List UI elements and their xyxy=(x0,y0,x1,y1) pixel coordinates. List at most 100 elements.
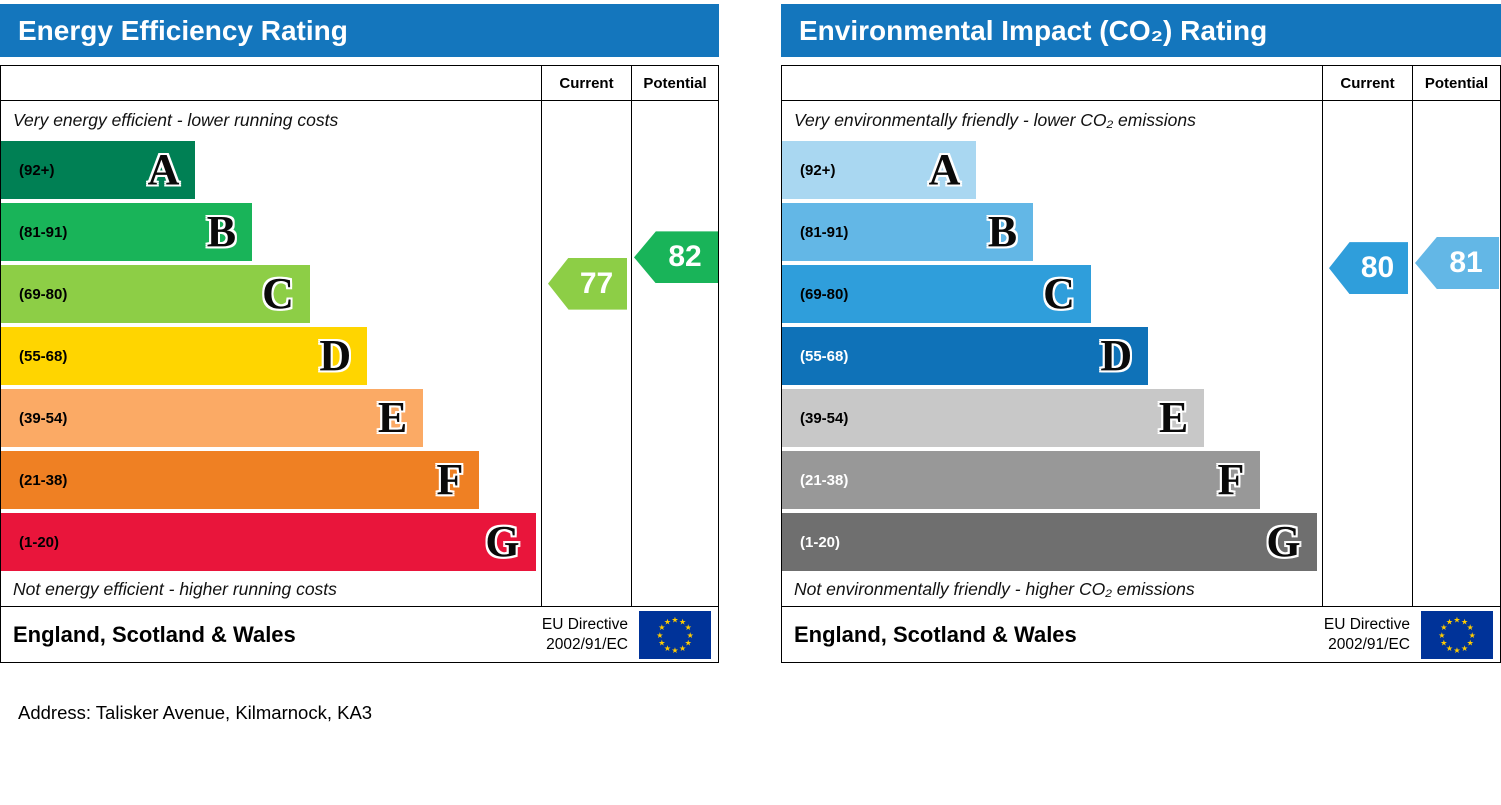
svg-text:★: ★ xyxy=(1467,623,1474,632)
bottom-note: Not energy efficient - higher running co… xyxy=(13,579,337,599)
svg-text:★: ★ xyxy=(1453,646,1460,655)
table-footer: England, Scotland & Wales EU Directive 2… xyxy=(1,606,718,662)
potential-column: 82 xyxy=(631,101,718,606)
current-rating-value: 80 xyxy=(1360,251,1395,285)
band-row-D: (55-68) D xyxy=(1,325,541,387)
rating-table: Current Potential Very energy efficient … xyxy=(0,65,719,663)
band-bar-A: (92+) A xyxy=(1,141,196,199)
band-area: Very energy efficient - lower running co… xyxy=(1,101,541,606)
band-bar-G: (1-20) G xyxy=(1,513,536,571)
band-letter: F xyxy=(1217,455,1245,504)
svg-text:★: ★ xyxy=(656,630,663,639)
chart-header: Environmental Impact (CO₂) Rating xyxy=(781,4,1501,57)
svg-text:★: ★ xyxy=(687,630,694,639)
svg-text:★: ★ xyxy=(1446,643,1453,652)
band-bar-F: (21-38) F xyxy=(782,451,1261,509)
band-range: (92+) xyxy=(800,161,836,179)
band-range: (1-20) xyxy=(19,533,60,551)
current-column-header: Current xyxy=(1322,66,1412,100)
band-letter: C xyxy=(262,269,294,318)
current-rating-arrow: 77 xyxy=(548,257,627,310)
svg-text:★: ★ xyxy=(658,623,665,632)
current-column: 77 xyxy=(541,101,631,606)
svg-text:★: ★ xyxy=(1461,617,1468,626)
environmental-impact-chart: Environmental Impact (CO₂) Rating Curren… xyxy=(781,4,1501,663)
band-bar-A: (92+) A xyxy=(782,141,977,199)
chart-header: Energy Efficiency Rating xyxy=(0,4,719,57)
band-range: (81-91) xyxy=(800,223,849,241)
band-range: (39-54) xyxy=(19,409,68,427)
band-bar-D: (55-68) D xyxy=(1,327,368,385)
svg-text:★: ★ xyxy=(1461,643,1468,652)
svg-text:★: ★ xyxy=(664,617,671,626)
band-row-F: (21-38) F xyxy=(1,449,541,511)
bands: (92+) A (81-91) B (69-80) C (55-68) D (39-54) E (2… xyxy=(1,139,541,573)
svg-text:★: ★ xyxy=(1440,623,1447,632)
band-row-C: (69-80) C xyxy=(782,263,1322,325)
band-row-F: (21-38) F xyxy=(782,449,1322,511)
svg-text:★: ★ xyxy=(1440,638,1447,647)
potential-rating-value: 81 xyxy=(1449,246,1483,279)
column-headers: Current Potential xyxy=(782,66,1500,101)
band-range: (55-68) xyxy=(19,347,68,365)
rating-scale: Very energy efficient - lower running co… xyxy=(1,101,718,606)
column-spacer xyxy=(782,66,1322,100)
region-label: England, Scotland & Wales xyxy=(13,621,296,647)
band-letter: F xyxy=(436,455,464,504)
band-letter: C xyxy=(1043,269,1075,318)
band-letter: E xyxy=(1158,393,1189,442)
band-range: (21-38) xyxy=(19,471,68,489)
region-label: England, Scotland & Wales xyxy=(794,621,1077,647)
band-range: (21-38) xyxy=(800,471,849,489)
band-letter: A xyxy=(928,145,961,194)
energy-efficiency-chart: Energy Efficiency Rating Current Potenti… xyxy=(0,4,719,663)
band-letter: B xyxy=(206,207,237,256)
rating-scale: Very environmentally friendly - lower CO… xyxy=(782,101,1500,606)
column-spacer xyxy=(1,66,541,100)
svg-text:★: ★ xyxy=(1469,630,1476,639)
svg-text:★: ★ xyxy=(658,638,665,647)
svg-text:★: ★ xyxy=(1438,630,1445,639)
chart-title: Energy Efficiency Rating xyxy=(18,14,348,46)
band-row-E: (39-54) E xyxy=(1,387,541,449)
potential-rating-arrow: 82 xyxy=(634,231,718,284)
current-column: 80 xyxy=(1322,101,1412,606)
svg-text:★: ★ xyxy=(685,638,692,647)
band-bar-C: (69-80) C xyxy=(782,265,1091,323)
band-row-B: (81-91) B xyxy=(782,201,1322,263)
address-line: Address: Talisker Avenue, Kilmarnock, KA… xyxy=(18,702,373,723)
potential-column: 81 xyxy=(1412,101,1500,606)
band-range: (69-80) xyxy=(19,285,68,303)
band-bar-F: (21-38) F xyxy=(1,451,480,509)
svg-text:★: ★ xyxy=(671,615,678,624)
eu-directive-line1: EU Directive xyxy=(541,616,628,634)
svg-text:★: ★ xyxy=(1446,617,1453,626)
band-row-E: (39-54) E xyxy=(782,387,1322,449)
eu-directive-line1: EU Directive xyxy=(1323,616,1410,634)
band-letter: B xyxy=(987,207,1018,256)
band-range: (69-80) xyxy=(800,285,849,303)
top-note: Very energy efficient - lower running co… xyxy=(13,109,339,130)
current-column-header: Current xyxy=(541,66,631,100)
band-letter: D xyxy=(319,331,352,380)
eu-directive-label: EU Directive 2002/91/EC xyxy=(1324,615,1410,654)
top-note: Very environmentally friendly - lower CO… xyxy=(794,109,1196,130)
current-rating-arrow: 80 xyxy=(1329,242,1408,295)
band-letter: G xyxy=(1266,517,1301,566)
svg-text:★: ★ xyxy=(1467,638,1474,647)
band-range: (81-91) xyxy=(19,223,68,241)
band-range: (39-54) xyxy=(800,409,849,427)
potential-column-header: Potential xyxy=(631,66,718,100)
eu-flag-icon: ★ ★★★★★★★★★★★ xyxy=(1421,610,1493,659)
band-row-C: (69-80) C xyxy=(1,263,541,325)
band-letter: A xyxy=(147,145,180,194)
band-bar-C: (69-80) C xyxy=(1,265,310,323)
potential-rating-arrow: 81 xyxy=(1415,237,1499,289)
eu-directive-line2: 2002/91/EC xyxy=(1328,635,1410,653)
band-row-G: (1-20) G xyxy=(782,511,1322,573)
rating-table: Current Potential Very environmentally f… xyxy=(781,65,1501,663)
svg-text:★: ★ xyxy=(664,643,671,652)
eu-directive-line2: 2002/91/EC xyxy=(546,635,628,653)
svg-text:★: ★ xyxy=(679,617,686,626)
current-rating-value: 77 xyxy=(579,266,614,300)
